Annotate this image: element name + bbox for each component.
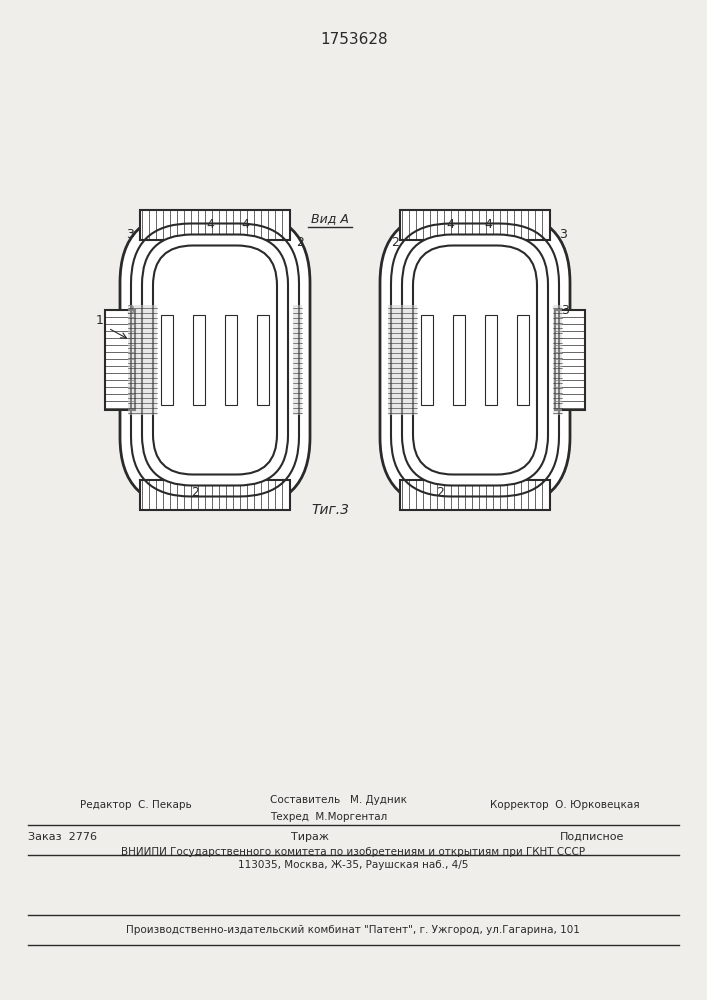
Text: Подписное: Подписное (560, 832, 624, 842)
Bar (105, 310, 135, 410)
Bar (553, 305, 562, 415)
Text: 3: 3 (561, 304, 569, 316)
Bar (517, 315, 529, 405)
Bar (293, 305, 302, 415)
Text: Составитель   М. Дудник: Составитель М. Дудник (270, 795, 407, 805)
Bar (161, 315, 173, 405)
Text: Тираж: Тираж (291, 832, 329, 842)
Bar (400, 210, 550, 240)
Text: 2: 2 (391, 235, 399, 248)
FancyBboxPatch shape (120, 213, 310, 508)
Bar (400, 480, 550, 510)
Bar (257, 315, 269, 405)
FancyBboxPatch shape (153, 245, 277, 475)
Text: Корректор  О. Юрковецкая: Корректор О. Юрковецкая (490, 800, 640, 810)
Text: 1: 1 (96, 314, 104, 326)
Bar (485, 315, 497, 405)
Text: 3: 3 (559, 229, 567, 241)
Text: 4: 4 (241, 219, 249, 232)
Bar (555, 310, 585, 410)
FancyBboxPatch shape (413, 245, 537, 475)
FancyBboxPatch shape (142, 234, 288, 486)
Text: Редактор  С. Пекарь: Редактор С. Пекарь (80, 800, 192, 810)
Text: 3: 3 (126, 304, 134, 316)
Text: 113035, Москва, Ж-35, Раушская наб., 4/5: 113035, Москва, Ж-35, Раушская наб., 4/5 (238, 860, 468, 870)
Bar (421, 315, 433, 405)
Bar (388, 305, 417, 415)
Text: 2: 2 (191, 486, 199, 498)
Text: Техред  М.Моргентал: Техред М.Моргентал (270, 812, 387, 822)
FancyBboxPatch shape (380, 213, 570, 508)
Bar (193, 315, 205, 405)
Bar (140, 480, 290, 510)
Text: Вид A: Вид A (311, 212, 349, 225)
Bar (453, 315, 465, 405)
Text: 4: 4 (446, 219, 454, 232)
Text: 2: 2 (436, 486, 444, 498)
Bar (225, 315, 237, 405)
Bar (128, 305, 157, 415)
FancyBboxPatch shape (402, 234, 548, 486)
Text: 3: 3 (126, 229, 134, 241)
Text: ВНИИПИ Государственного комитета по изобретениям и открытиям при ГКНТ СССР: ВНИИПИ Государственного комитета по изоб… (121, 847, 585, 857)
Text: 4: 4 (484, 219, 492, 232)
Text: 1753628: 1753628 (320, 32, 388, 47)
Text: Τиг.3: Τиг.3 (311, 503, 349, 517)
Bar (140, 210, 290, 240)
Text: Заказ  2776: Заказ 2776 (28, 832, 97, 842)
Text: Производственно-издательский комбинат "Патент", г. Ужгород, ул.Гагарина, 101: Производственно-издательский комбинат "П… (126, 925, 580, 935)
Text: 2: 2 (296, 235, 304, 248)
Text: 4: 4 (206, 219, 214, 232)
